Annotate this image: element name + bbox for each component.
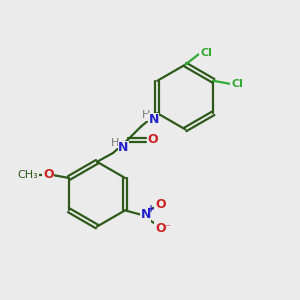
Text: +: + <box>147 205 155 214</box>
Text: N: N <box>148 113 159 126</box>
Text: O: O <box>43 168 54 181</box>
Text: O: O <box>148 133 158 146</box>
Text: ⁻: ⁻ <box>164 223 170 233</box>
Text: O: O <box>155 221 166 235</box>
Text: CH₃: CH₃ <box>17 170 38 180</box>
Text: O: O <box>155 198 166 211</box>
Text: N: N <box>118 141 129 154</box>
Text: H: H <box>142 110 150 120</box>
Text: H: H <box>111 138 119 148</box>
Text: N: N <box>140 208 151 221</box>
Text: Cl: Cl <box>200 48 212 58</box>
Text: Cl: Cl <box>231 79 243 89</box>
